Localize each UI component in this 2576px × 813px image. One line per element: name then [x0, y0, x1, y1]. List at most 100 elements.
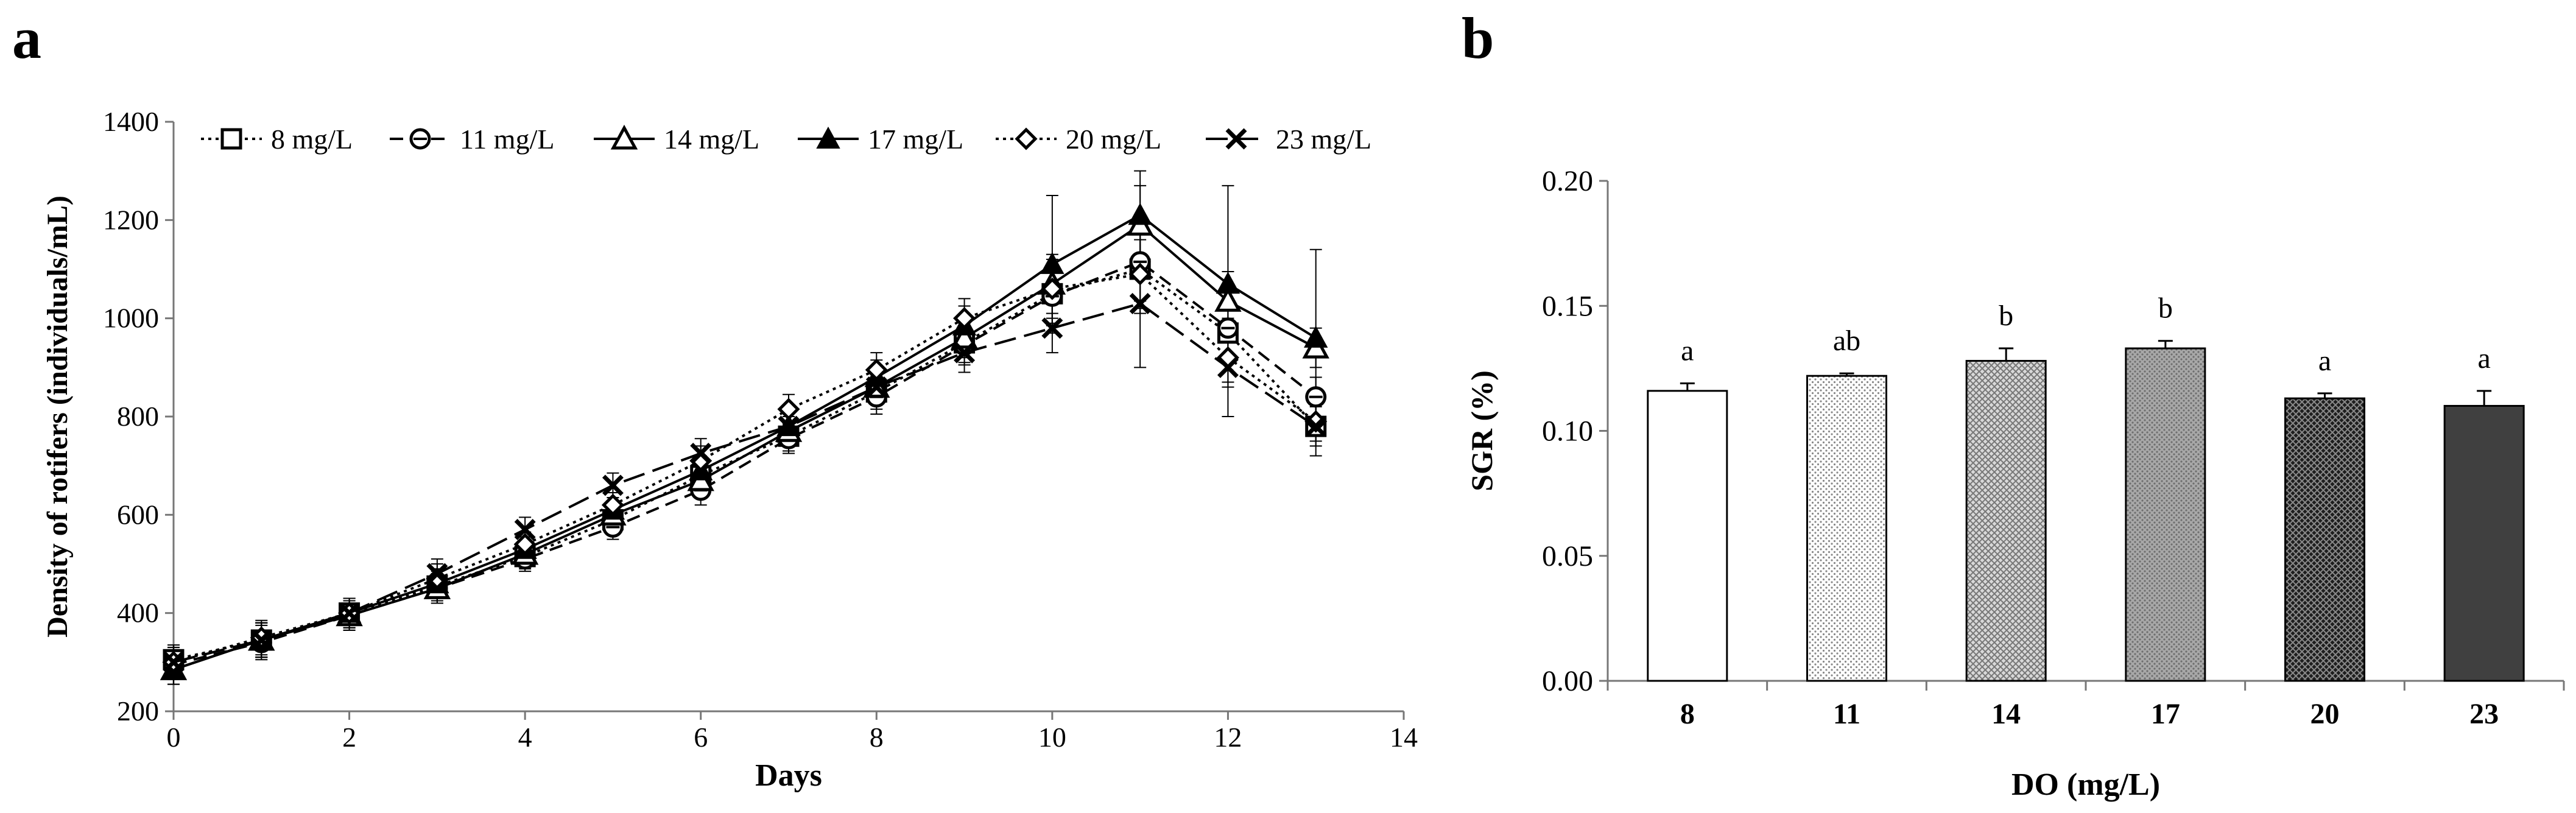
y-tick-label: 800: [117, 401, 159, 432]
x-axis-label: Days: [755, 758, 822, 793]
marker-x-b: [602, 474, 624, 496]
bar: [1965, 360, 2047, 682]
y-tick-label: 0.00: [1542, 665, 1593, 697]
bar: [2443, 404, 2525, 682]
marker-diamond: [426, 567, 449, 590]
y-tick-label: 0.05: [1542, 540, 1593, 572]
legend: 8 mg/L 11 mg/L 14 mg/L 17 mg/L 20 mg/L 23 mg/…: [201, 124, 1371, 155]
x-tick-label: 4: [518, 722, 532, 753]
significance-label: b: [1999, 300, 2013, 332]
series-2: [163, 251, 1327, 675]
y-tick-label: 0.20: [1542, 165, 1593, 197]
marker-x-b: [1225, 128, 1247, 150]
marker-x-b: [1041, 317, 1063, 339]
x-tick-label: 2: [342, 722, 356, 753]
y-tick-label: 1200: [103, 204, 159, 235]
legend-item: 8 mg/L: [201, 124, 353, 155]
panel-b-label: b: [1462, 5, 1494, 71]
y-tick-label: 1400: [103, 106, 159, 137]
marker-x-b: [1217, 356, 1239, 378]
bar-group: a 23: [2443, 342, 2525, 730]
marker-x-b: [514, 519, 536, 541]
legend-item: 11 mg/L: [390, 124, 554, 155]
legend-label: 14 mg/L: [664, 124, 759, 155]
series-6: [163, 292, 1327, 673]
marker-diamond: [1041, 277, 1064, 300]
marker-triangle-open: [1214, 287, 1242, 312]
x-tick-label: 0: [167, 722, 181, 753]
line-chart: 200 400 600 800 1000 1200 1400 0 2 4 6 8 10 12 14 Days D…: [41, 106, 1418, 793]
significance-label: a: [2318, 345, 2331, 377]
series-3: [160, 211, 1329, 680]
significance-label: a: [1681, 335, 1694, 367]
series-line: [173, 302, 1317, 664]
legend-label: 23 mg/L: [1276, 124, 1371, 155]
significance-label: a: [2478, 342, 2491, 375]
marker-diamond: [513, 533, 537, 556]
legend-label: 11 mg/L: [460, 124, 554, 155]
marker-triangle-filled: [1216, 272, 1240, 294]
bar: [1806, 375, 1887, 682]
x-tick-label: 8: [1680, 698, 1695, 730]
y-tick-label: 0.15: [1542, 290, 1593, 322]
marker-x-b: [1129, 292, 1151, 314]
bar-group: b 17: [2125, 292, 2206, 730]
legend-label: 8 mg/L: [271, 124, 353, 155]
panel-a-label: a: [12, 5, 41, 71]
y-tick-label: 400: [117, 597, 159, 628]
marker-x-b: [250, 629, 272, 651]
legend-item: 17 mg/L: [798, 124, 963, 155]
legend-label: 20 mg/L: [1066, 124, 1161, 155]
x-tick-label: 23: [2469, 698, 2499, 730]
x-tick-label: 20: [2310, 698, 2340, 730]
series-line: [173, 223, 1317, 671]
y-tick-label: 200: [117, 695, 159, 727]
marker-triangle-filled: [1128, 203, 1152, 225]
bar-group: a8: [1647, 335, 1728, 730]
marker-diamond: [1128, 262, 1152, 286]
series-5: [162, 262, 1328, 674]
marker-x-b: [778, 415, 800, 437]
bar: [2125, 347, 2206, 682]
series-line: [173, 213, 1317, 671]
marker-x-b: [339, 602, 361, 624]
legend-label: 17 mg/L: [868, 124, 963, 155]
bar-chart: 0.000.050.100.150.20a8ab11b14b17a20a23DO…: [1465, 165, 2565, 802]
x-tick-label: 12: [1214, 722, 1242, 753]
series-4: [161, 203, 1328, 680]
y-axis-label: SGR (%): [1465, 370, 1499, 491]
x-axis-label: DO (mg/L): [2011, 767, 2160, 802]
x-tick-label: 10: [1038, 722, 1066, 753]
bar-group: b 14: [1965, 300, 2047, 730]
marker-triangle-filled: [1304, 325, 1328, 348]
marker-triangle-open: [951, 323, 978, 349]
marker-diamond: [1015, 127, 1038, 150]
x-tick-label: 11: [1833, 698, 1860, 730]
y-tick-label: 0.10: [1542, 415, 1593, 448]
bar: [2284, 397, 2365, 682]
x-tick-label: 6: [694, 722, 708, 753]
marker-x-b: [865, 376, 887, 398]
x-tick-label: 8: [870, 722, 884, 753]
bar-group: ab 11: [1806, 325, 1887, 730]
legend-item: 23 mg/L: [1206, 124, 1371, 155]
y-axis-label: Density of rotifers (individuals/mL): [41, 195, 74, 638]
y-tick-label: 1000: [103, 303, 159, 334]
marker-triangle-filled: [816, 126, 840, 149]
marker-x-b: [954, 342, 976, 364]
marker-diamond: [601, 493, 624, 516]
marker-square: [220, 128, 242, 150]
significance-label: b: [2158, 292, 2173, 325]
marker-x-b: [426, 563, 448, 585]
x-tick-label: 14: [1991, 698, 2021, 730]
bar: [1647, 390, 1728, 682]
marker-triangle-open: [610, 124, 638, 150]
marker-triangle-filled: [1040, 252, 1065, 274]
marker-x-b: [690, 443, 712, 464]
x-tick-label: 14: [1390, 722, 1418, 753]
marker-x-b: [1305, 415, 1327, 437]
y-tick-label: 600: [117, 499, 159, 530]
marker-diamond: [953, 307, 976, 330]
marker-x-b: [163, 651, 185, 673]
